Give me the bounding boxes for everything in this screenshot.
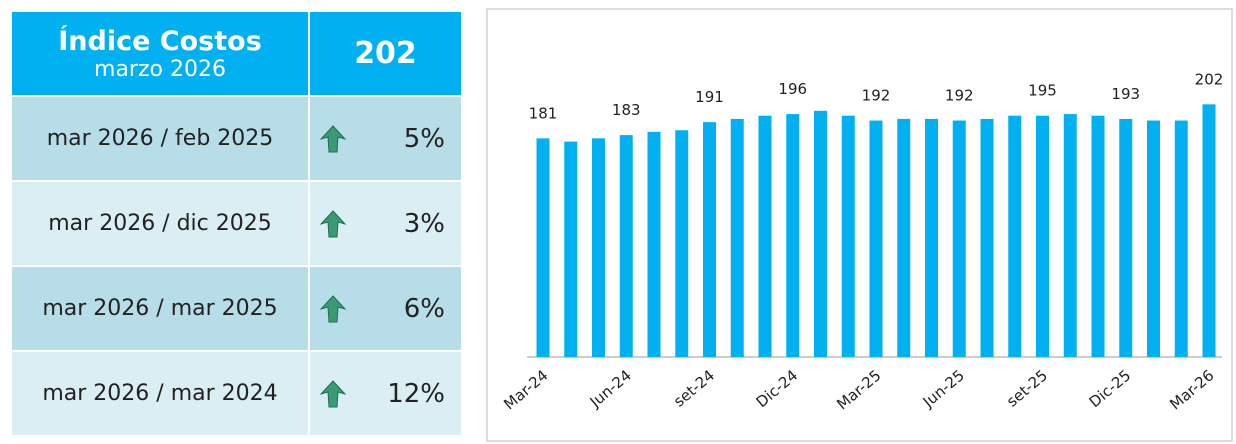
title: Índice Costos [58, 25, 262, 57]
value-label: 183 [612, 101, 641, 119]
x-tick-label: Jun-25 [919, 366, 968, 411]
bar [675, 130, 689, 357]
bar [1008, 115, 1022, 357]
change: 12% [387, 378, 445, 409]
bar [703, 122, 716, 357]
x-tick-label: set-25 [1003, 366, 1051, 410]
bar [980, 118, 994, 357]
value-label: 191 [695, 88, 724, 106]
value-label: 192 [862, 87, 891, 105]
period: mar 2026 / mar 2025 [10, 265, 310, 352]
index-table: Índice Costos marzo 2026 202 mar 2026 / f… [10, 10, 463, 437]
row: mar 2026 / dic 2025 3% [10, 180, 463, 267]
index-value: 202 [308, 10, 463, 97]
row: mar 2026 / mar 2024 12% [10, 350, 463, 437]
x-tick-label: Mar-24 [500, 366, 551, 413]
change-cell: 12% [308, 350, 463, 437]
period: mar 2026 / mar 2024 [10, 350, 310, 437]
bar [925, 118, 938, 357]
bar [1147, 120, 1160, 357]
bar [1119, 118, 1133, 357]
bar [1174, 120, 1188, 357]
bar [786, 114, 800, 357]
period: mar 2026 / dic 2025 [10, 180, 310, 267]
value-label: 202 [1195, 70, 1224, 88]
change-cell: 5% [308, 95, 463, 182]
change: 5% [403, 123, 445, 154]
x-tick-label: set-24 [670, 366, 718, 410]
x-tick-label: Mar-26 [1166, 366, 1217, 413]
value-label: 196 [778, 80, 807, 98]
x-tick-label: Dic-24 [753, 366, 802, 411]
up-arrow [320, 295, 346, 323]
bar [730, 118, 744, 357]
value-label: 193 [1111, 85, 1140, 103]
value-label: 195 [1028, 82, 1057, 100]
bar [592, 138, 605, 357]
bar [758, 115, 772, 357]
bar [841, 115, 855, 357]
up-arrow [320, 380, 346, 408]
bar [897, 118, 911, 357]
value-label: 192 [945, 87, 974, 105]
change: 6% [403, 293, 445, 324]
bar [1202, 104, 1216, 357]
up-arrow [320, 125, 346, 153]
change-cell: 6% [308, 265, 463, 352]
row: mar 2026 / feb 2025 5% [10, 95, 463, 182]
x-tick-label: Dic-25 [1086, 366, 1135, 411]
header-cell: Índice Costos marzo 2026 [10, 10, 310, 97]
bar [564, 141, 578, 357]
up-arrow [320, 210, 346, 238]
bar [536, 138, 550, 357]
bar [814, 110, 827, 358]
x-tick-label: Mar-25 [833, 366, 884, 413]
rows: mar 2026 / feb 2025 5% mar 2026 / dic 2025… [10, 95, 463, 437]
bar [1063, 114, 1077, 357]
row: mar 2026 / mar 2025 6% [10, 265, 463, 352]
bar [1091, 115, 1105, 357]
value-label: 181 [529, 104, 558, 122]
bar [952, 120, 966, 357]
bar [647, 131, 661, 357]
bar [619, 135, 633, 357]
change-cell: 3% [308, 180, 463, 267]
period: mar 2026 / feb 2025 [10, 95, 310, 182]
bar [869, 120, 883, 357]
bar [1036, 115, 1049, 357]
subtitle: marzo 2026 [94, 56, 226, 82]
x-tick-label: Jun-24 [586, 366, 635, 411]
change: 3% [403, 208, 445, 239]
chart-frame [486, 8, 1233, 442]
